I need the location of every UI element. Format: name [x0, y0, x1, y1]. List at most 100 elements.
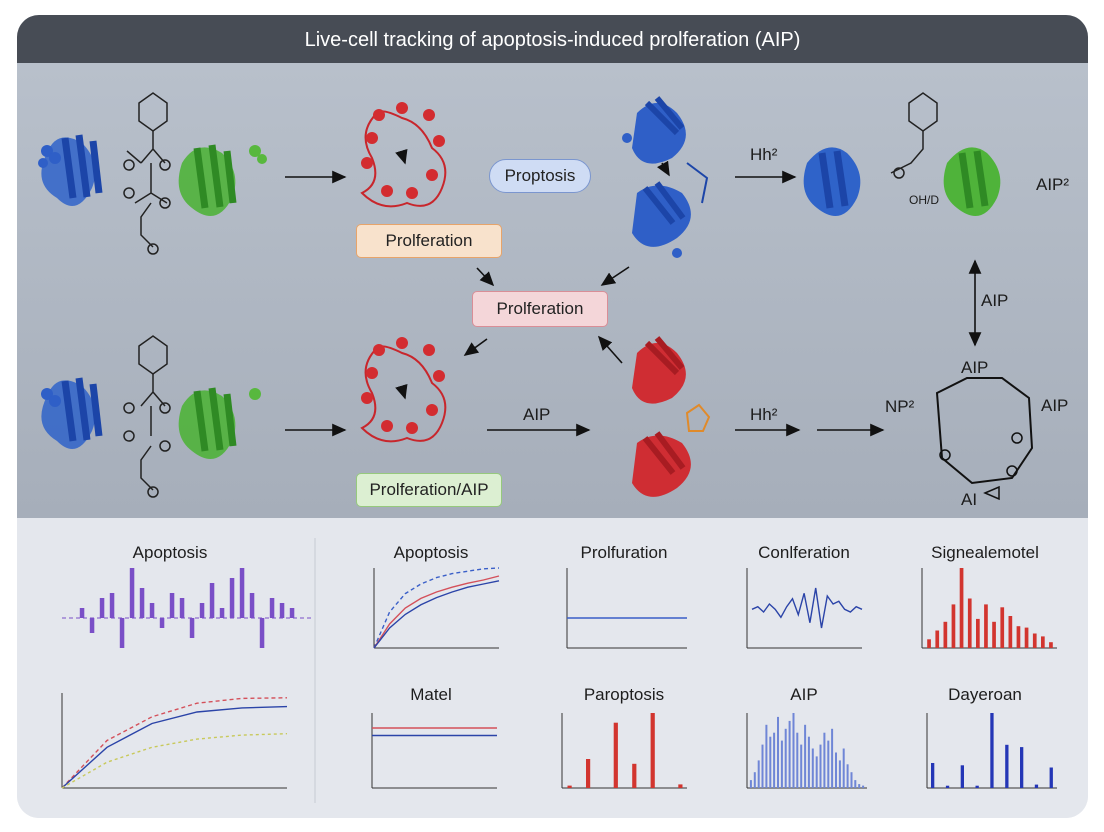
aip-bar-25 — [846, 764, 849, 788]
aip-vertical-label: AIP — [981, 291, 1009, 310]
apoptosis-line-series-1 — [373, 575, 500, 649]
dayeroan-bar-6 — [975, 785, 979, 788]
red-coil-protein-top — [360, 102, 447, 208]
molecule-label: OH/D — [909, 193, 939, 207]
dayeroan-bar-0 — [931, 763, 935, 788]
aip-bar-23 — [838, 760, 841, 788]
aip-bar-19 — [823, 732, 826, 788]
panel-title-paroptosis: Paroptosis — [583, 685, 665, 704]
aip-bar-6 — [773, 732, 776, 788]
dayeroan-bar-12 — [1020, 747, 1024, 788]
apoptosis-spike-bar-10 — [179, 598, 185, 618]
signealemotel-bar-0 — [927, 639, 931, 648]
aip-bar-22 — [835, 752, 837, 788]
paroptosis-bar-9 — [650, 713, 655, 788]
aip-bar-15 — [807, 736, 810, 788]
aip-bar-18 — [819, 744, 822, 788]
apoptosis-spike-bar-17 — [249, 593, 255, 618]
apoptosis-spike-bar-12 — [199, 603, 205, 618]
apoptosis-spike-bar-0 — [79, 608, 85, 618]
apoptosis-spike-bar-14 — [219, 608, 225, 618]
panel-title-matel: Matel — [410, 685, 452, 704]
aip-bar-3 — [761, 744, 764, 788]
dayeroan-bar-2 — [945, 785, 950, 788]
apoptosis-spike-bar-8 — [159, 618, 165, 628]
prolferation-box-center: Prolferation — [472, 291, 608, 327]
signealemotel-bar-1 — [935, 630, 940, 648]
dayeroan-bar-14 — [1034, 784, 1039, 788]
aip-bar-0 — [749, 780, 752, 788]
apoptosis-spike-bar-11 — [189, 618, 195, 638]
signealemotel-bar-8 — [992, 621, 996, 648]
paroptosis-bar-12 — [678, 784, 683, 788]
panel-title-prolfuration: Prolfuration — [580, 543, 668, 562]
aip2-label: AIP² — [1036, 175, 1070, 194]
signealemotel-bar-6 — [976, 618, 980, 648]
aip-bar-24 — [842, 748, 845, 788]
apoptosis-spike-bar-9 — [169, 593, 175, 618]
aip-bar-29 — [862, 785, 865, 788]
aip-bar-2 — [757, 760, 760, 788]
signealemotel-bar-14 — [1041, 636, 1045, 648]
signealemotel-bar-15 — [1049, 642, 1053, 648]
pathway-diagram: Proptosis Prolferation Prolferation Prol… — [17, 63, 1088, 518]
signealemotel-bar-10 — [1008, 616, 1013, 648]
diagram-arrows — [285, 148, 982, 437]
apoptosis-line-series-2 — [373, 580, 500, 649]
aip-ring-top-label: AIP — [961, 358, 989, 377]
aip-bar-7 — [777, 716, 779, 788]
aip-bar-9 — [784, 728, 787, 788]
protein-complex-right — [803, 92, 1001, 216]
signealemotel-bar-12 — [1024, 627, 1029, 648]
panel-title-apoptosis-2: Apoptosis — [393, 543, 469, 562]
hh-label-bottom: Hh² — [750, 405, 778, 424]
dayeroan-bar-4 — [960, 765, 964, 788]
apoptosis-spike-bar-15 — [229, 578, 235, 618]
aip-bar-28 — [858, 784, 861, 788]
np2-label: NP² — [885, 397, 915, 416]
apoptosis-spike-bar-13 — [209, 583, 215, 618]
growth-curve-series-2 — [61, 733, 288, 789]
signealemotel-bar-9 — [1000, 607, 1005, 648]
aip-bar-12 — [796, 732, 799, 788]
aip-bar-10 — [788, 720, 791, 788]
panel-title-conlferation: Conlferation — [758, 543, 850, 562]
aip-bar-26 — [850, 772, 853, 788]
panel-title-dayeroan: Dayeroan — [948, 685, 1022, 704]
panel-title-apoptosis-1: Apoptosis — [132, 543, 208, 562]
prolferation-box-orange: Prolferation — [356, 224, 502, 258]
apoptosis-line-series-0 — [373, 567, 500, 649]
paroptosis-bar-0 — [567, 785, 572, 788]
aip-bar-4 — [765, 724, 768, 788]
signealemotel-bar-11 — [1016, 626, 1021, 648]
aip-ring-right-label: AIP — [1041, 396, 1069, 415]
signealemotel-bar-5 — [967, 598, 972, 648]
red-protein-mid — [632, 336, 711, 497]
aip-bar-21 — [831, 728, 834, 788]
aip-bar-16 — [811, 748, 814, 788]
ring-structure — [935, 377, 1034, 501]
signealemotel-bar-3 — [951, 604, 956, 648]
apoptosis-spike-bar-16 — [239, 568, 245, 618]
aip-bar-8 — [780, 740, 783, 788]
aip-bar-13 — [800, 744, 803, 788]
aip-bar-14 — [804, 724, 807, 788]
apoptosis-spike-bar-20 — [279, 603, 285, 618]
aip-bar-20 — [827, 740, 830, 788]
signealemotel-bar-4 — [959, 568, 964, 648]
aip-bar-11 — [792, 713, 795, 788]
dayeroan-bar-8 — [990, 713, 994, 788]
conlferation-series-0 — [751, 587, 863, 629]
paroptosis-bar-7 — [632, 763, 637, 788]
aip-bar-27 — [854, 780, 857, 788]
apoptosis-spike-bar-3 — [109, 593, 115, 618]
proptosis-box: Proptosis — [489, 159, 591, 193]
signealemotel-bar-7 — [984, 604, 988, 648]
panel-title-aip: AIP — [790, 685, 818, 704]
figure-frame: Live-cell tracking of apoptosis-induced … — [17, 15, 1088, 818]
apoptosis-spike-bar-1 — [89, 618, 95, 633]
signealemotel-bar-13 — [1032, 633, 1037, 648]
paroptosis-bar-5 — [613, 722, 618, 788]
blue-protein-mid — [622, 96, 709, 258]
panel-title-signealemotel: Signealemotel — [931, 543, 1039, 562]
